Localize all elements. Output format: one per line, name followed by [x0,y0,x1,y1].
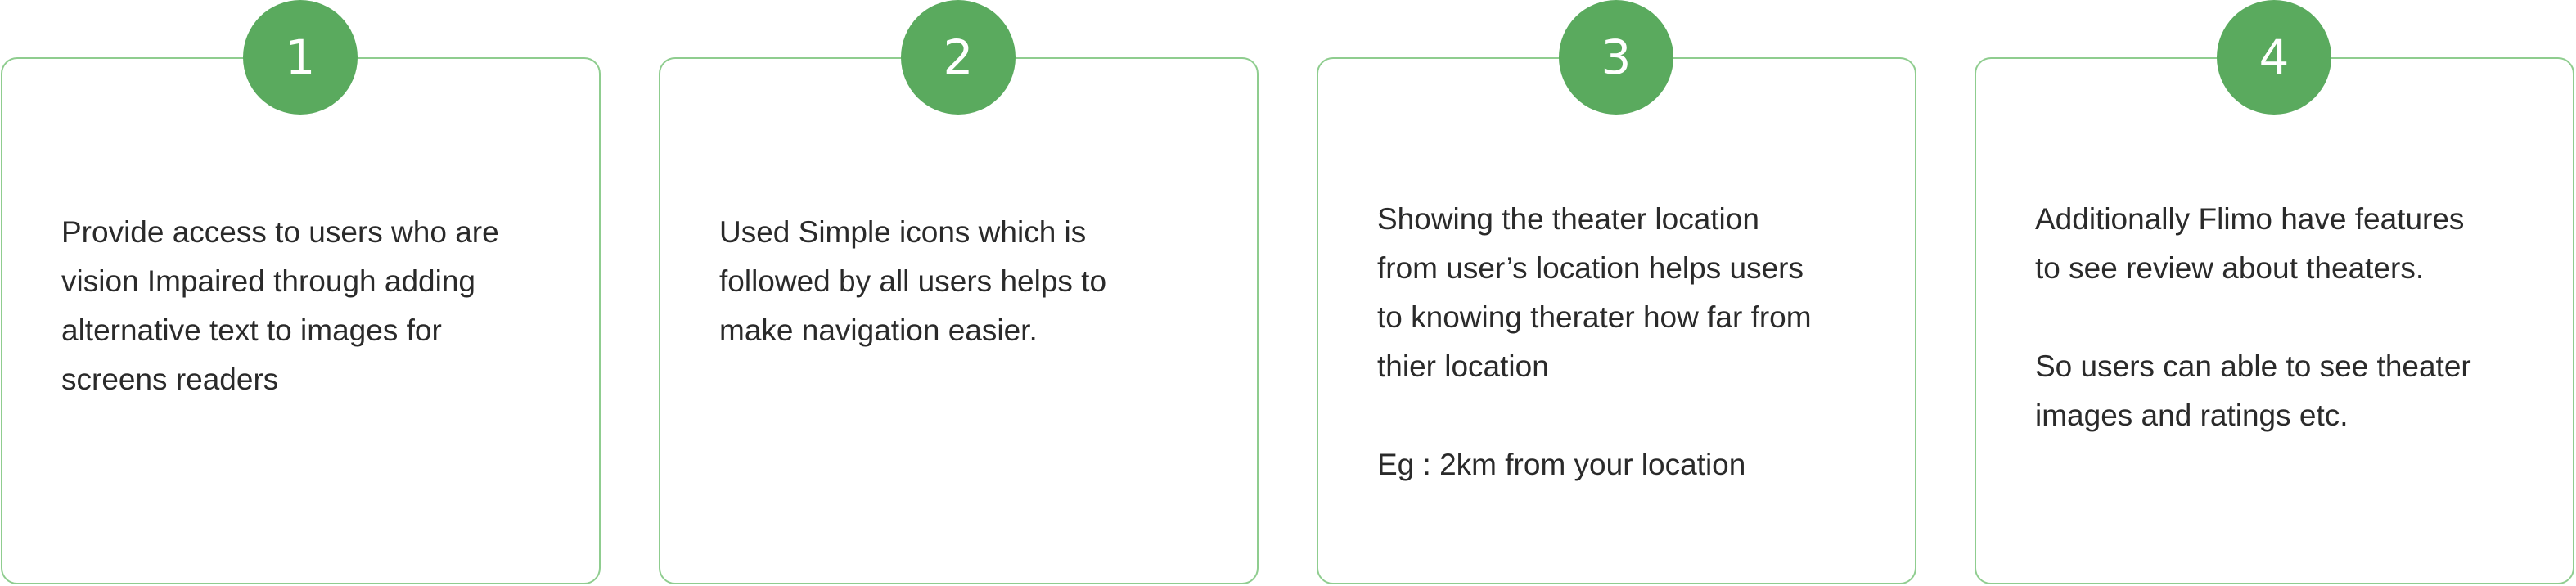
feature-card-4: Additionally Flimo have features to see … [1975,57,2574,584]
card-3-text: Showing the theater location from user’s… [1377,195,1882,489]
card-4-paragraph-2: So users can able to see theater images … [2035,349,2471,432]
step-2-badge: 2 [901,0,1016,115]
feature-card-3: Showing the theater location from user’s… [1317,57,1916,584]
card-1-text: Provide access to users who are vision I… [61,208,566,404]
card-2-text: Used Simple icons which is followed by a… [719,208,1224,355]
card-1-paragraph-1: Provide access to users who are vision I… [61,215,499,396]
card-4-paragraph-1: Additionally Flimo have features to see … [2035,202,2465,285]
card-3-paragraph-2: Eg : 2km from your location [1377,448,1746,481]
card-4-text: Additionally Flimo have features to see … [2035,195,2540,440]
card-3-paragraph-1: Showing the theater location from user’s… [1377,202,1812,383]
card-2-paragraph-1: Used Simple icons which is followed by a… [719,215,1107,347]
step-1-badge: 1 [243,0,358,115]
step-3-badge: 3 [1559,0,1673,115]
feature-card-2: Used Simple icons which is followed by a… [659,57,1259,584]
feature-card-1: Provide access to users who are vision I… [1,57,601,584]
step-4-badge: 4 [2217,0,2331,115]
